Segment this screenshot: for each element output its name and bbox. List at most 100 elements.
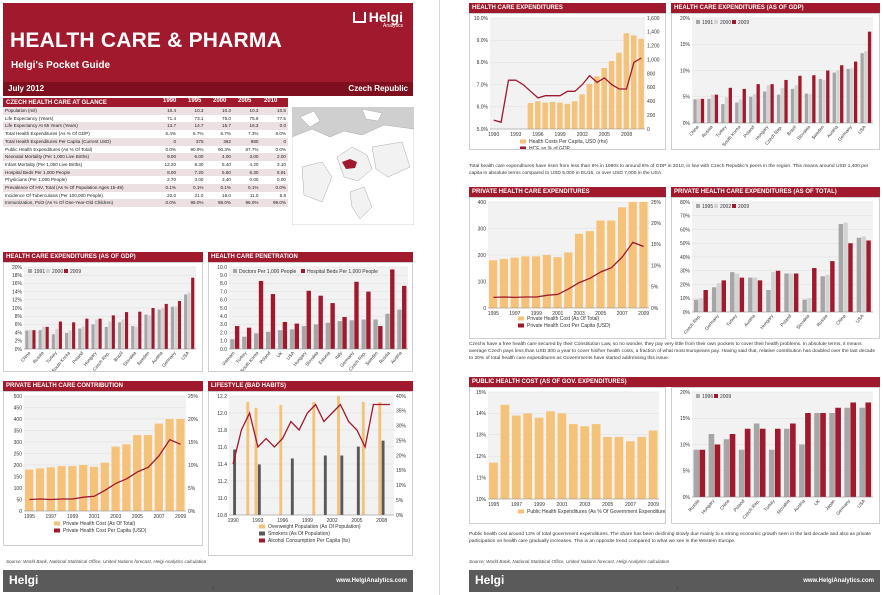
bar [134,326,138,349]
source-note: Source: World Bank, National Statistical… [6,559,207,564]
bar [510,257,519,308]
bar [601,67,607,129]
x-tick-label: 1997 [509,311,520,317]
y-tick-label: 300 [14,440,23,446]
y-tick-label: 4% [15,330,23,336]
y2-tick-label: 10% [396,483,407,489]
glance-row: Immunization, Pol3 (As % Of One-Year-Old… [3,199,288,208]
legend-swatch [301,269,305,273]
penetration-chart: 0.01.02.03.04.05.06.07.08.09.010.0Vietna… [217,265,408,373]
bar [700,98,705,123]
bar [111,315,115,349]
y-tick-label: 10% [476,497,487,503]
legend-swatch [518,509,524,514]
y2-tick-label: 5% [396,498,404,504]
x-tick-label: 2003 [574,311,585,317]
bar [89,466,99,511]
bar [499,258,508,308]
x-tick-label: 1997 [511,502,522,508]
x-tick-label: Brazil [113,350,124,362]
legend-label: 2002 [720,204,731,210]
bar [775,270,781,312]
bar [766,290,771,312]
bar [91,324,95,349]
x-tick-label: Austria [826,124,839,139]
bar [289,329,295,349]
glance-row: Prevalence Of HIV, Total (As % Of Popula… [3,184,288,192]
x-tick-label: Russia [32,350,45,364]
bar [822,79,826,123]
bar [749,96,753,123]
x-tick-label: Austria [793,498,806,513]
bar [28,330,32,349]
footer-website-link[interactable]: www.HelgiAnalytics.com [336,578,407,584]
legend-swatch [518,323,524,328]
bar [373,319,378,349]
x-tick-label: Slovakia [122,350,137,367]
bar [258,280,264,349]
x-tick-label: Russia [701,124,714,138]
bar [808,94,812,123]
legend-swatch [714,394,718,398]
y-tick-label: 0% [15,347,23,353]
page-one: Helgi Analytics HEALTH CARE & PHARMA Hel… [0,0,440,595]
x-tick-label: Japan [824,498,836,511]
glance-row-label: Immunization, Pol3 (As % Of One-Year-Old… [5,200,114,206]
bar [866,240,871,312]
legend-label: Doctors Per 1,000 People [239,269,296,275]
bar [770,84,774,123]
x-tick-label: 2008 [376,518,387,524]
y-tick-label: 20% [680,390,691,396]
series-line [29,438,181,501]
y-tick-label: 18% [12,273,23,279]
bar [42,326,46,349]
section-public-cost-heading: PUBLIC HEALTH COST (AS OF GOV. EXPENDITU… [469,377,880,387]
x-tick-label: Austria [390,350,403,365]
y-tick-label: 150 [14,474,23,480]
bar [313,324,319,349]
bar [697,98,701,123]
bar [756,84,760,123]
x-tick-label: Slovakia [304,350,319,367]
y-tick-label: 12.2 [217,394,227,400]
brand-sub: Analytics [382,23,403,29]
glance-cell: 77.5 [277,115,286,121]
bar [693,299,699,312]
x-tick-label: 2007 [617,311,628,317]
y-tick-label: 0 [19,509,22,515]
y2-tick-label: 1,200 [647,44,660,50]
glance-row: Hospital Beds Per 1,000 People 8.00 7.20 6.… [3,168,288,177]
glance-cell: 4.20 [249,161,259,167]
bar [861,236,866,312]
x-tick-label: Estonia [318,350,332,365]
y-tick-label: 1.0 [220,339,227,345]
bar [265,331,271,349]
x-tick-label: 1993 [252,518,263,524]
section-hce-heading: HEALTH CARE EXPENDITURES [469,3,666,13]
bar [131,326,135,349]
bar [867,31,872,123]
x-tick-label: 1999 [67,514,78,520]
x-tick-label: Slovakia [795,313,810,330]
y-tick-label: 5.0% [477,127,489,133]
glance-cell: 22.0 [167,192,177,198]
x-tick-label: Brazil [786,124,797,136]
bar [542,102,548,129]
bar [184,294,188,349]
bar [865,402,872,497]
y-tick-label: 6.0% [477,105,489,111]
bar [542,255,551,308]
glance-cell: 99.0% [272,200,286,206]
y-tick-label: 10.0% [474,16,489,22]
date-bar: July 2012 Czech Republic [3,82,413,96]
x-tick-label: 1995 [24,514,35,520]
bar [325,322,331,349]
bar [279,404,283,515]
glance-row: Total Health Expenditures Per Capita (Cu… [3,137,288,146]
bar [366,291,371,349]
glance-row: Life Expectancy (Years) 71.4 73.1 75.0 75.9 7… [3,114,288,123]
glance-cell: 71.4 [167,115,177,121]
footer-website-link[interactable]: www.HelgiAnalytics.com [803,578,874,584]
glance-cell: 4.00 [222,154,231,160]
bar [161,308,165,349]
